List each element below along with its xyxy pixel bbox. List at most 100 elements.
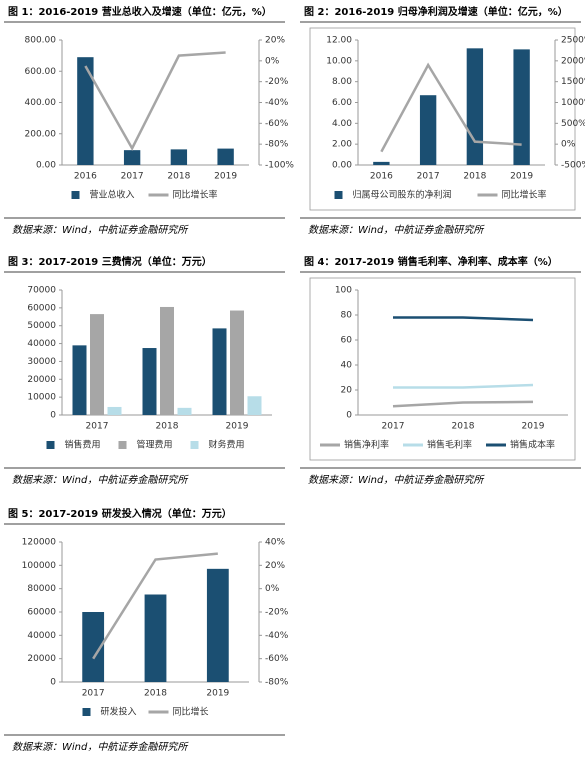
y-tick-label: 40000 (27, 339, 56, 349)
y-tick-label: 120000 (22, 538, 57, 548)
y2-tick-label: -500% (561, 161, 585, 171)
x-tick-label: 2018 (144, 689, 167, 699)
source-note: 数据来源：Wind，中航证券金融研究所 (12, 474, 189, 486)
y-tick-label: 6.00 (332, 98, 352, 108)
y-tick-label: 200.00 (25, 129, 57, 139)
legend-label: 销售费用 (65, 439, 101, 451)
x-tick-label: 2017 (382, 422, 405, 432)
y-tick-label: 0 (346, 411, 352, 421)
y-tick-label: 800.00 (25, 36, 57, 46)
x-tick-label: 2019 (510, 172, 533, 182)
bar (170, 149, 188, 165)
bar (142, 348, 157, 415)
y2-tick-label: 2500% (561, 36, 585, 46)
y-tick-label: 400.00 (25, 98, 57, 108)
legend-label: 管理费用 (137, 439, 173, 451)
x-tick-label: 2017 (417, 172, 440, 182)
y2-tick-label: -60% (265, 119, 289, 129)
x-tick-label: 2016 (74, 172, 97, 182)
x-tick-label: 2019 (522, 422, 545, 432)
bar (90, 314, 104, 415)
y2-tick-label: -80% (265, 140, 289, 150)
y-tick-label: 10000 (27, 393, 56, 403)
bar (247, 396, 262, 415)
y2-tick-label: -20% (265, 608, 289, 618)
bar (230, 310, 244, 415)
y-tick-label: 0.00 (36, 161, 56, 171)
bar (217, 148, 234, 165)
x-tick-label: 2017 (82, 689, 105, 699)
line-series (380, 62, 522, 153)
legend-label: 归属母公司股东的净利润 (353, 189, 452, 201)
figure-caption: 图 3：2017-2019 三费情况（单位：万元） (8, 255, 212, 268)
y-tick-label: 0 (50, 411, 56, 421)
bar (107, 406, 122, 415)
y2-tick-label: 0% (265, 584, 280, 594)
y2-tick-label: -100% (265, 161, 294, 171)
y-tick-label: 60000 (27, 303, 56, 313)
figure-caption: 图 4：2017-2019 销售毛利率、净利率、成本率（%） (304, 255, 558, 268)
legend-label: 同比增长率 (502, 189, 547, 201)
bar (123, 150, 141, 165)
line-series (84, 51, 226, 151)
x-tick-label: 2019 (226, 422, 249, 432)
line-series (392, 400, 534, 408)
x-tick-label: 2019 (206, 689, 229, 699)
line-series (393, 316, 534, 322)
y-tick-label: 0.00 (332, 161, 352, 171)
y-tick-label: 20 (341, 386, 353, 396)
legend-label: 财务费用 (209, 439, 245, 451)
legend-swatch (118, 441, 127, 449)
y-tick-label: 80000 (27, 584, 56, 594)
y-tick-label: 4.00 (332, 119, 352, 129)
y-tick-label: 600.00 (25, 67, 57, 77)
bar (177, 407, 192, 415)
y2-tick-label: -40% (265, 631, 289, 641)
bar (144, 594, 167, 682)
y-tick-label: 30000 (27, 357, 56, 367)
y2-tick-label: 1500% (561, 77, 585, 87)
x-tick-label: 2019 (214, 172, 237, 182)
legend-label: 销售毛利率 (427, 439, 472, 451)
y-tick-label: 40000 (27, 631, 56, 641)
chart-frame (309, 27, 576, 211)
source-note: 数据来源：Wind，中航证券金融研究所 (308, 224, 485, 236)
bar (373, 161, 390, 165)
y-tick-label: 60000 (27, 608, 56, 618)
y-tick-label: 80 (341, 311, 353, 321)
x-tick-label: 2018 (156, 422, 179, 432)
y-tick-label: 20000 (27, 375, 56, 385)
y2-tick-label: 500% (561, 119, 585, 129)
figure-caption: 图 2：2016-2019 归母净利润及增速（单位：亿元，%） (304, 5, 568, 18)
legend-label: 营业总收入 (90, 189, 135, 201)
line-series (92, 552, 218, 660)
y-tick-label: 100 (335, 286, 352, 296)
bar (82, 612, 105, 682)
x-tick-label: 2016 (370, 172, 393, 182)
source-note: 数据来源：Wind，中航证券金融研究所 (12, 741, 189, 753)
figure-caption: 图 5：2017-2019 研发投入情况（单位：万元） (8, 507, 232, 520)
figure-caption: 图 1：2016-2019 营业总收入及增速（单位：亿元，%） (8, 5, 272, 18)
y-tick-label: 50000 (27, 321, 56, 331)
legend-label: 研发投入 (101, 706, 137, 718)
y-tick-label: 0 (50, 678, 56, 688)
legend-swatch (46, 441, 55, 449)
bar (72, 345, 87, 415)
y-tick-label: 2.00 (332, 140, 352, 150)
y2-tick-label: -20% (265, 77, 289, 87)
bar (212, 328, 227, 415)
y-tick-label: 70000 (27, 286, 56, 296)
y-tick-label: 100000 (22, 561, 57, 571)
x-tick-label: 2018 (167, 172, 190, 182)
legend-label: 同比增长率 (173, 189, 218, 201)
legend-swatch (334, 191, 343, 199)
y-tick-label: 8.00 (332, 77, 352, 87)
y2-tick-label: 1000% (561, 98, 585, 108)
x-tick-label: 2018 (463, 172, 486, 182)
bar (206, 568, 229, 682)
bar (160, 306, 174, 415)
legend-swatch (82, 708, 91, 716)
y-tick-label: 60 (341, 336, 353, 346)
legend-swatch (71, 191, 80, 199)
y2-tick-label: -80% (265, 678, 289, 688)
